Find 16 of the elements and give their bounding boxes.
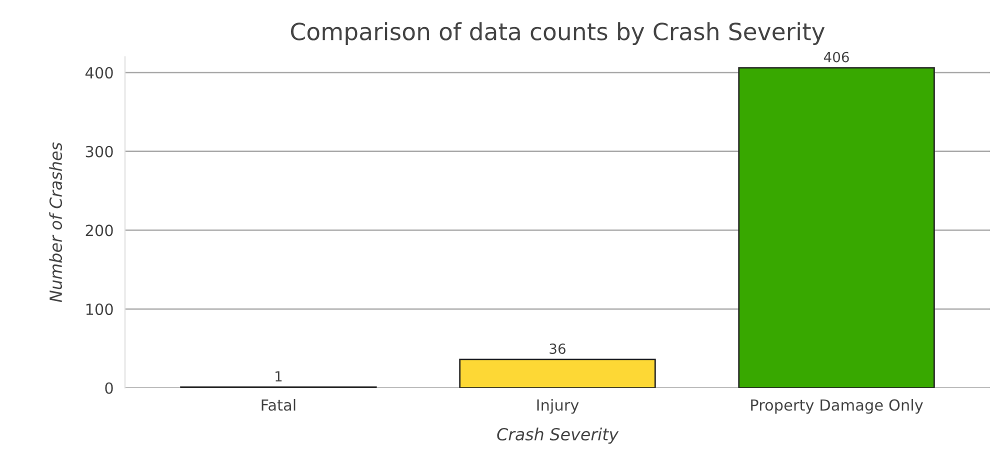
y-axis-title: Number of Crashes (49, 142, 62, 302)
y-tick-label: 400 (85, 66, 113, 79)
data-label: 1 (276, 371, 282, 382)
x-tick-label: Property Damage Only (751, 398, 923, 414)
x-axis-title: Crash Severity (497, 428, 619, 444)
x-tick-label: Injury (537, 398, 579, 414)
bar (738, 67, 935, 388)
y-tick-label: 300 (86, 146, 113, 158)
x-tick-label: Fatal (262, 398, 296, 411)
y-tick-label: 200 (86, 224, 113, 236)
chart-title: Comparison of data counts by Crash Severity (290, 22, 825, 46)
bar (459, 358, 656, 388)
y-tick-label: 100 (86, 303, 113, 316)
data-label: 36 (550, 344, 566, 354)
data-label: 406 (824, 52, 849, 62)
y-tick-label: 0 (105, 382, 113, 394)
